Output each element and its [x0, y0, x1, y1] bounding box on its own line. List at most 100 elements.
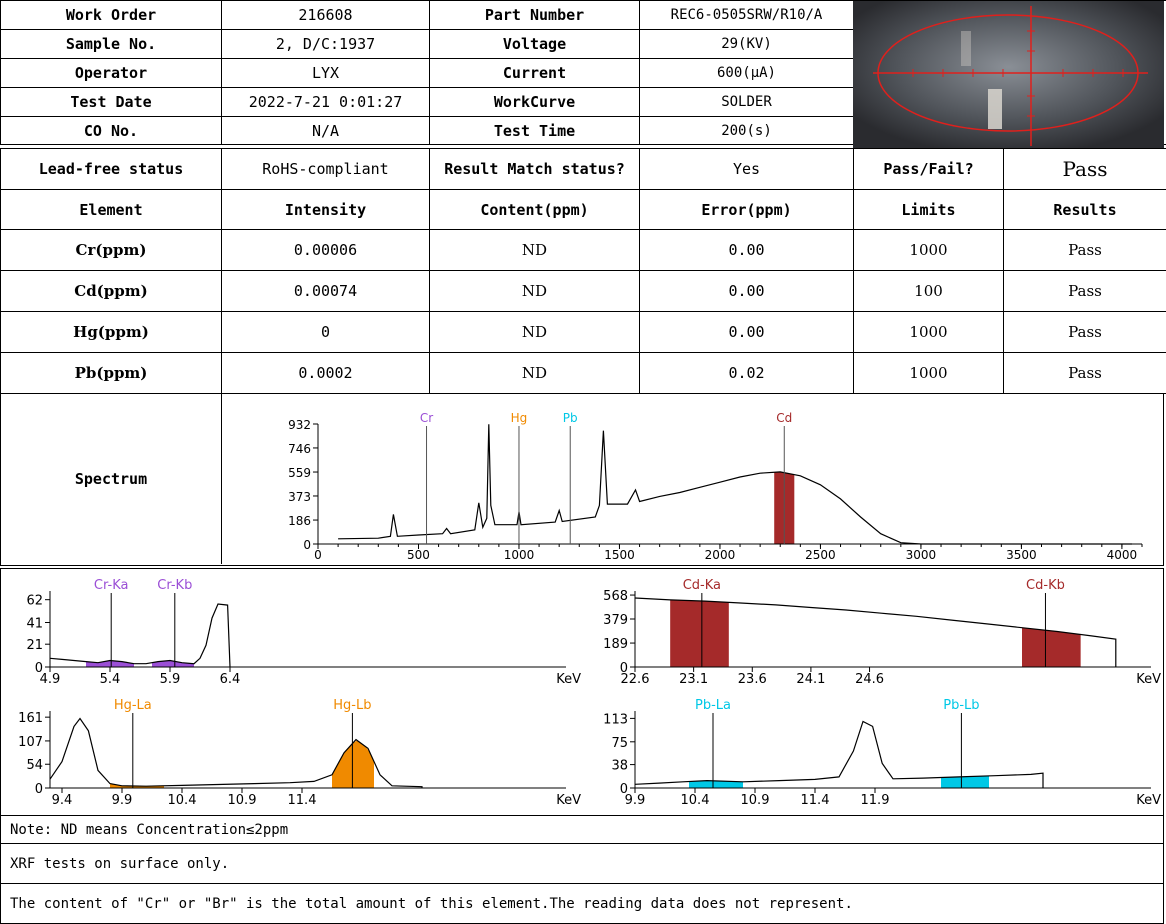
cell-content: ND	[429, 270, 640, 312]
cd-panel-x-tick-label: 24.1	[796, 672, 825, 687]
pb-panel-y-tick-label: 38	[611, 759, 628, 774]
note-cr-br: The content of "Cr" or "Br" is the total…	[0, 884, 1164, 924]
cd-panel-peak-fill-1	[1022, 627, 1081, 667]
results-header-row: Element Intensity Content(ppm) Error(ppm) Li…	[0, 189, 1166, 230]
pb-panel-y-tick-label: 75	[611, 736, 628, 751]
note-nd: Note: ND means Concentration≤2ppm	[0, 816, 1164, 844]
cell-intensity: 0.00006	[221, 229, 430, 271]
header-label: WorkCurve	[429, 87, 640, 117]
main-spectrum-x-tick-label: 500	[407, 548, 430, 562]
cd-panel-unit-label: KeV	[1136, 672, 1161, 687]
cd-panel-x-tick-label: 23.6	[738, 672, 767, 687]
cr-panel-y-tick-label: 21	[26, 638, 43, 653]
cd-panel-x-tick-label: 24.6	[855, 672, 884, 687]
header-value: 216608	[221, 0, 430, 30]
main-spectrum-series-line	[338, 424, 1132, 545]
cell-intensity: 0	[221, 311, 430, 353]
main-spectrum-marker-label-0: Cr	[420, 411, 433, 425]
sample-camera-image	[853, 1, 1164, 148]
main-spectrum-marker-label-2: Pb	[563, 411, 578, 425]
header-value: 600(μA)	[639, 58, 854, 88]
pb-panel-marker-label-1: Pb-Lb	[943, 698, 979, 713]
header-label: Voltage	[429, 29, 640, 59]
hg-panel-y-tick-label: 54	[26, 758, 43, 773]
main-spectrum-marker-label-3: Cd	[776, 411, 792, 425]
pb-panel-x-tick-label: 9.9	[625, 793, 646, 808]
cell-result: Pass	[1003, 311, 1166, 353]
pb-panel-peak-fill-0	[689, 780, 743, 788]
table-row: Cr(ppm) 0.00006 ND 0.00 1000 Pass	[0, 229, 1166, 271]
cd-panel-y-tick-label: 189	[603, 637, 628, 652]
header-row: Operator LYX Current 600(μA)	[0, 58, 1166, 88]
cd-panel-y-tick-label: 568	[603, 589, 628, 604]
spectrum-label: Spectrum	[74, 470, 148, 488]
cell-limit: 1000	[853, 229, 1004, 271]
cr-panel-marker-label-1: Cr-Kb	[157, 578, 192, 593]
hg-panel-x-tick-label: 9.9	[112, 793, 133, 808]
main-spectrum-x-tick-label: 4000	[1107, 548, 1138, 562]
lead-free-label: Lead-free status	[0, 148, 222, 190]
passfail-label: Pass/Fail?	[853, 148, 1004, 190]
cd-panel-y-tick-label: 0	[620, 661, 628, 676]
pb-panel-peak-fill-1	[941, 775, 989, 788]
note-surface: XRF tests on surface only.	[0, 844, 1164, 884]
header-label: Test Date	[0, 87, 222, 117]
cr-panel-x-tick-label: 5.9	[160, 672, 181, 687]
spectrum-section: Spectrum 0 186 373 559 746 932 0 500 1000 1500 200…	[0, 394, 1164, 566]
match-label: Result Match status?	[429, 148, 640, 190]
hg-panel-x-tick-label: 10.9	[228, 793, 257, 808]
hg-spectrum-chart: 0 54 107 161 9.4 9.9 10.4 10.9 11.4 KeV Hg-La Hg-Lb	[18, 698, 581, 808]
header-value: 29(KV)	[639, 29, 854, 59]
cell-error: 0.00	[639, 270, 854, 312]
main-spectrum-y-tick-label: 559	[288, 466, 311, 480]
note-surface-text: XRF tests on surface only.	[10, 855, 230, 872]
pb-panel-x-tick-label: 10.4	[681, 793, 710, 808]
camera-view-icon	[853, 1, 1164, 148]
cell-error: 0.00	[639, 311, 854, 353]
header-label: Work Order	[0, 0, 222, 30]
cd-panel-marker-label-1: Cd-Kb	[1026, 578, 1065, 593]
hg-panel-marker-label-1: Hg-Lb	[333, 698, 371, 713]
header-value: 2, D/C:1937	[221, 29, 430, 59]
header-row: Sample No. 2, D/C:1937 Voltage 29(KV)	[0, 29, 1166, 59]
cell-error: 0.02	[639, 352, 854, 394]
main-spectrum-y-tick-label: 0	[303, 538, 311, 552]
main-spectrum-y-tick-label: 932	[288, 418, 311, 432]
cell-error: 0.00	[639, 229, 854, 271]
pb-spectrum-chart: 0 38 75 113 9.9 10.4 10.9 11.4 11.9 KeV Pb-La Pb-Lb	[603, 698, 1161, 808]
pb-panel-series-line	[634, 720, 1044, 788]
status-row: Lead-free status RoHS-compliant Result M…	[0, 148, 1166, 190]
pb-panel-unit-label: KeV	[1136, 793, 1161, 808]
hg-panel-y-tick-label: 161	[18, 711, 43, 726]
lead-free-value: RoHS-compliant	[221, 148, 430, 190]
cell-intensity: 0.00074	[221, 270, 430, 312]
hg-panel-y-tick-label: 0	[35, 782, 43, 797]
cd-panel-series-line	[634, 597, 1117, 667]
cr-spectrum-chart: 0 21 41 62 4.9 5.4 5.9 6.4 KeV Cr-Ka Cr-Kb	[26, 578, 581, 687]
column-header: Content(ppm)	[429, 189, 640, 230]
cell-element: Pb(ppm)	[0, 352, 222, 394]
column-header: Element	[0, 189, 222, 230]
column-header: Limits	[853, 189, 1004, 230]
cd-panel-x-tick-label: 22.6	[621, 672, 650, 687]
header-label: Part Number	[429, 0, 640, 30]
cr-panel-unit-label: KeV	[556, 672, 581, 687]
hg-panel-x-tick-label: 11.4	[288, 793, 317, 808]
header-label: CO No.	[0, 116, 222, 145]
note-nd-text: Note: ND means Concentration≤2ppm	[10, 821, 289, 838]
header-value: LYX	[221, 58, 430, 88]
cell-element: Cd(ppm)	[0, 270, 222, 312]
cell-element: Cr(ppm)	[0, 229, 222, 271]
hg-panel-unit-label: KeV	[556, 793, 581, 808]
cell-result: Pass	[1003, 352, 1166, 394]
cell-element: Hg(ppm)	[0, 311, 222, 353]
pb-panel-y-tick-label: 0	[620, 782, 628, 797]
spectrum-label-cell: Spectrum	[1, 394, 222, 564]
main-spectrum-y-tick-label: 186	[288, 514, 311, 528]
hg-panel-marker-label-0: Hg-La	[114, 698, 152, 713]
cd-panel-y-tick-label: 379	[603, 613, 628, 628]
cd-panel-x-tick-label: 23.1	[679, 672, 708, 687]
cell-content: ND	[429, 352, 640, 394]
hg-panel-x-tick-label: 10.4	[168, 793, 197, 808]
